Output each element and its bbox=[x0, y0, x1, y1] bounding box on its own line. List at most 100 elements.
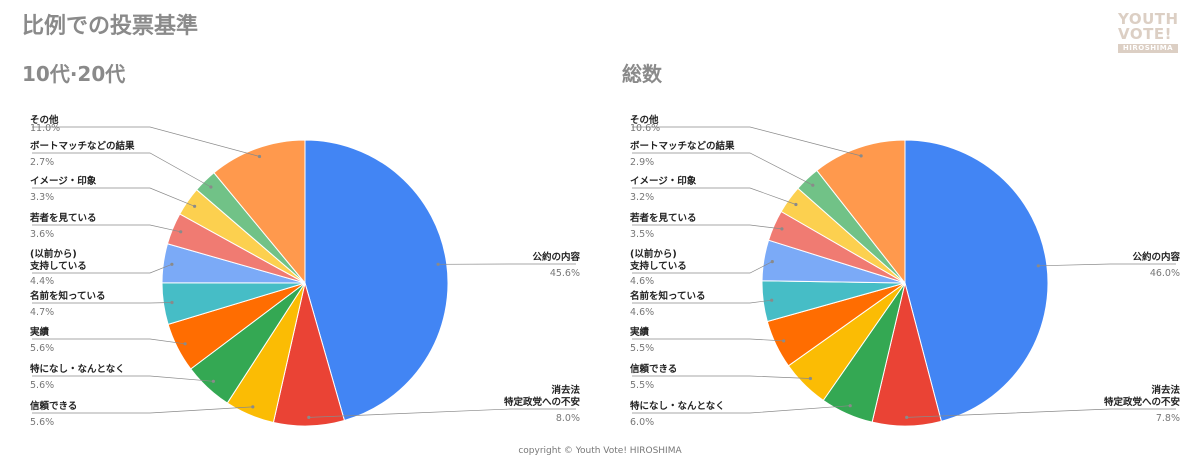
leader-line-特になし・なんとなく bbox=[632, 405, 851, 414]
leader-dot-実績 bbox=[183, 342, 187, 346]
leader-line-信頼できる bbox=[32, 406, 253, 414]
slice-value-消去法-特定政党への不安: 8.0% bbox=[556, 413, 580, 424]
leader-dot-イメージ・印象 bbox=[794, 202, 798, 207]
slice-value-実績: 5.5% bbox=[630, 343, 654, 354]
leader-line-信頼できる bbox=[632, 375, 811, 379]
leader-line-その他 bbox=[32, 126, 260, 157]
slice-value-特になし・なんとなく: 5.6% bbox=[30, 380, 54, 391]
slice-value-ボートマッチなどの結果: 2.9% bbox=[630, 157, 654, 168]
leader-line-実績 bbox=[32, 338, 186, 345]
leader-line-若者を見ている bbox=[632, 224, 782, 230]
leader-dot-信頼できる bbox=[808, 376, 813, 381]
slice-label-実績: 実績 bbox=[30, 326, 50, 338]
slice-label-名前を知っている: 名前を知っている bbox=[30, 290, 106, 302]
leader-line-消去法-特定政党への不安 bbox=[906, 408, 1176, 418]
page-title: 比例での投票基準 bbox=[22, 14, 199, 39]
slice-label-実績: 実績 bbox=[630, 326, 650, 338]
slice-label-公約の内容: 公約の内容 bbox=[1132, 251, 1180, 263]
slice-label-(以前から)-支持している: 支持している bbox=[29, 260, 87, 272]
leader-line-ボートマッチなどの結果 bbox=[32, 152, 212, 188]
slice-value-ボートマッチなどの結果: 2.7% bbox=[30, 157, 54, 168]
leader-dot-名前を知っている bbox=[170, 300, 174, 305]
leader-dot-その他 bbox=[257, 154, 262, 159]
slice-value-信頼できる: 5.6% bbox=[30, 417, 54, 428]
leader-dot-特になし・なんとなく bbox=[848, 404, 852, 408]
slice-label-消去法-特定政党への不安: 消去法 bbox=[1151, 384, 1180, 396]
leader-dot-特になし・なんとなく bbox=[211, 379, 215, 383]
pie-slice-その他 bbox=[213, 139, 306, 285]
logo-line-3: HIROSHIMA bbox=[1118, 44, 1178, 53]
slice-value-若者を見ている: 3.5% bbox=[630, 229, 654, 240]
leader-line-(以前から)-支持している bbox=[632, 261, 773, 274]
slice-value-若者を見ている: 3.6% bbox=[30, 229, 54, 240]
leader-dot-実績 bbox=[782, 339, 786, 343]
slice-value-特になし・なんとなく: 6.0% bbox=[630, 417, 654, 428]
slice-label-ボートマッチなどの結果: ボートマッチなどの結果 bbox=[30, 140, 135, 152]
leader-dot-(以前から)-支持している bbox=[770, 260, 774, 264]
leader-dot-イメージ・印象 bbox=[193, 204, 197, 208]
leader-dot-名前を知っている bbox=[770, 298, 774, 302]
youth-vote-logo: YOUTH VOTE! HIROSHIMA bbox=[1118, 12, 1182, 53]
slice-label-信頼できる: 信頼できる bbox=[30, 400, 77, 412]
slice-value-消去法-特定政党への不安: 7.8% bbox=[1156, 413, 1180, 424]
slice-label-公約の内容: 公約の内容 bbox=[532, 251, 580, 263]
leader-line-公約の内容 bbox=[1038, 263, 1176, 267]
leader-line-イメージ・印象 bbox=[632, 187, 797, 205]
slice-label-若者を見ている: 若者を見ている bbox=[629, 212, 697, 224]
leader-line-名前を知っている bbox=[632, 299, 772, 304]
copyright-footer: copyright © Youth Vote! HIROSHIMA bbox=[518, 446, 682, 456]
slice-value-イメージ・印象: 3.2% bbox=[630, 192, 654, 203]
slice-value-(以前から)-支持している: 4.4% bbox=[30, 276, 54, 287]
chart-subtitle-total: 総数 bbox=[622, 62, 662, 86]
leader-dot-(以前から)-支持している bbox=[170, 262, 174, 266]
slice-label-(以前から)-支持している: (以前から) bbox=[30, 248, 77, 260]
slice-label-特になし・なんとなく: 特になし・なんとなく bbox=[630, 400, 725, 412]
slice-label-若者を見ている: 若者を見ている bbox=[29, 212, 97, 224]
slice-label-その他: その他 bbox=[30, 114, 59, 126]
slice-label-その他: その他 bbox=[630, 114, 659, 126]
leader-dot-ボートマッチなどの結果 bbox=[209, 185, 213, 189]
slice-label-特になし・なんとなく: 特になし・なんとなく bbox=[30, 363, 125, 375]
slice-label-名前を知っている: 名前を知っている bbox=[630, 290, 706, 302]
leader-dot-その他 bbox=[859, 154, 863, 158]
leader-dot-消去法-特定政党への不安 bbox=[307, 415, 311, 419]
slice-label-消去法-特定政党への不安: 特定政党への不安 bbox=[1104, 396, 1181, 408]
leader-dot-ボートマッチなどの結果 bbox=[811, 183, 815, 187]
slice-label-(以前から)-支持している: 支持している bbox=[629, 260, 687, 272]
pie-slice-公約の内容 bbox=[304, 139, 449, 422]
leader-line-消去法-特定政党への不安 bbox=[308, 408, 576, 418]
leader-line-イメージ・印象 bbox=[32, 187, 195, 207]
slice-label-信頼できる: 信頼できる bbox=[630, 363, 677, 375]
leader-dot-若者を見ている bbox=[179, 230, 183, 234]
slice-label-イメージ・印象: イメージ・印象 bbox=[630, 175, 697, 187]
leader-line-名前を知っている bbox=[32, 302, 173, 304]
slice-label-(以前から)-支持している: (以前から) bbox=[630, 248, 677, 260]
slice-value-公約の内容: 45.6% bbox=[550, 268, 580, 279]
logo-line-2: VOTE! bbox=[1118, 25, 1172, 43]
logo-line-1: YOUTH bbox=[1118, 10, 1179, 28]
slice-value-公約の内容: 46.0% bbox=[1150, 268, 1180, 279]
pie-slice-その他 bbox=[816, 139, 906, 285]
leader-dot-消去法-特定政党への不安 bbox=[905, 415, 909, 419]
leader-dot-公約の内容 bbox=[436, 262, 440, 266]
slice-value-名前を知っている: 4.7% bbox=[30, 307, 54, 318]
slice-label-イメージ・印象: イメージ・印象 bbox=[30, 175, 97, 187]
chart-subtitle-youth: 10代·20代 bbox=[22, 62, 126, 86]
leader-dot-信頼できる bbox=[251, 405, 255, 409]
leader-dot-公約の内容 bbox=[1036, 264, 1040, 268]
slice-value-その他: 10.6% bbox=[630, 123, 660, 134]
slice-value-信頼できる: 5.5% bbox=[630, 380, 654, 391]
leader-line-(以前から)-支持している bbox=[32, 263, 173, 274]
slice-value-イメージ・印象: 3.3% bbox=[30, 192, 54, 203]
pie-slice-公約の内容 bbox=[904, 139, 1049, 422]
slice-value-(以前から)-支持している: 4.6% bbox=[630, 276, 654, 287]
slice-label-ボートマッチなどの結果: ボートマッチなどの結果 bbox=[630, 140, 735, 152]
leader-line-その他 bbox=[632, 126, 862, 157]
slice-value-その他: 11.0% bbox=[30, 123, 60, 134]
slice-value-名前を知っている: 4.6% bbox=[630, 307, 654, 318]
leader-line-実績 bbox=[632, 338, 784, 342]
leader-line-ボートマッチなどの結果 bbox=[632, 152, 813, 186]
